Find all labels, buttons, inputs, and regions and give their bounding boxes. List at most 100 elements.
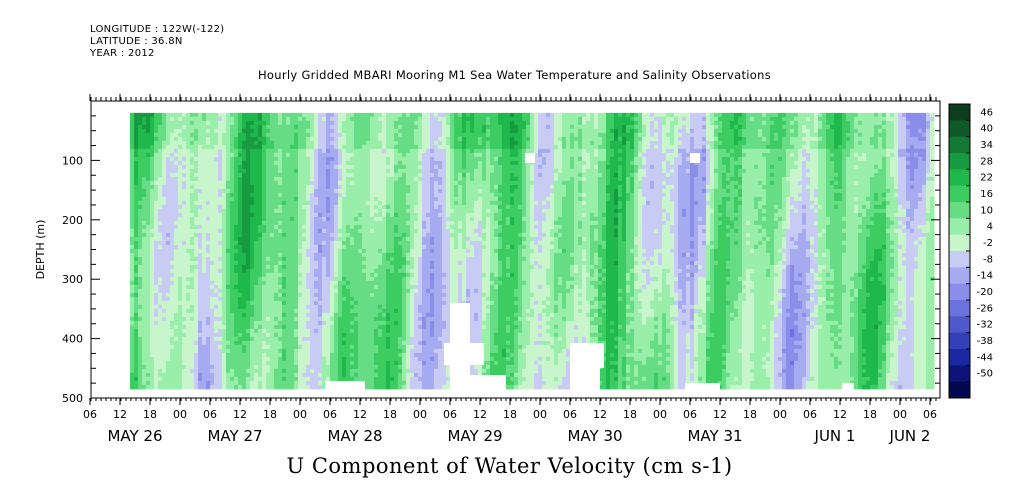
field-cell: [354, 208, 359, 214]
field-cell: [166, 252, 171, 258]
field-cell: [262, 196, 267, 202]
field-cell: [326, 152, 331, 158]
field-cell: [326, 312, 331, 318]
field-cell: [182, 260, 187, 266]
field-cell: [302, 272, 307, 278]
field-cell: [354, 248, 359, 254]
field-cell: [302, 220, 307, 226]
field-cell: [226, 356, 231, 362]
field-cell: [154, 124, 159, 130]
field-cell: [258, 120, 263, 126]
field-cell: [242, 184, 247, 190]
field-cell: [142, 380, 147, 386]
field-cell: [406, 200, 411, 206]
field-cell: [358, 160, 363, 166]
field-cell: [134, 204, 139, 210]
field-cell: [378, 168, 383, 174]
field-cell: [134, 184, 139, 190]
field-cell: [346, 304, 351, 310]
field-cell: [182, 128, 187, 134]
field-cell: [202, 268, 207, 274]
field-cell: [278, 320, 283, 326]
field-cell: [174, 284, 179, 290]
field-cell: [230, 188, 235, 194]
field-cell: [274, 140, 279, 146]
field-cell: [250, 384, 255, 390]
field-cell: [370, 152, 375, 158]
field-cell: [262, 160, 267, 166]
field-cell: [162, 228, 167, 234]
field-cell: [286, 256, 291, 262]
field-cell: [190, 324, 195, 330]
field-cell: [414, 228, 419, 234]
field-cell: [154, 272, 159, 278]
field-cell: [410, 204, 415, 210]
field-cell: [270, 356, 275, 362]
field-cell: [334, 240, 339, 246]
field-cell: [306, 168, 311, 174]
field-cell: [218, 336, 223, 342]
field-cell: [158, 220, 163, 226]
field-cell: [226, 332, 231, 338]
field-cell: [186, 344, 191, 350]
field-cell: [242, 372, 247, 378]
field-cell: [298, 156, 303, 162]
field-cell: [190, 220, 195, 226]
field-cell: [150, 116, 155, 122]
field-cell: [402, 196, 407, 202]
field-cell: [250, 208, 255, 214]
field-cell: [382, 336, 387, 342]
field-cell: [342, 136, 347, 142]
field-cell: [366, 356, 371, 362]
field-cell: [194, 204, 199, 210]
field-cell: [210, 248, 215, 254]
field-cell: [342, 372, 347, 378]
field-cell: [158, 284, 163, 290]
field-cell: [210, 276, 215, 282]
field-cell: [234, 260, 239, 266]
field-cell: [270, 116, 275, 122]
field-cell: [382, 272, 387, 278]
field-cell: [314, 324, 319, 330]
field-cell: [238, 384, 243, 390]
field-cell: [338, 112, 343, 118]
field-cell: [386, 164, 391, 170]
field-cell: [242, 356, 247, 362]
field-cell: [322, 144, 327, 150]
field-cell: [250, 304, 255, 310]
field-cell: [174, 212, 179, 218]
field-cell: [206, 316, 211, 322]
field-cell: [146, 144, 151, 150]
field-cell: [314, 268, 319, 274]
field-cell: [186, 140, 191, 146]
field-cell: [374, 180, 379, 186]
field-cell: [202, 344, 207, 350]
field-cell: [210, 200, 215, 206]
field-cell: [386, 320, 391, 326]
field-cell: [230, 380, 235, 386]
field-cell: [150, 156, 155, 162]
field-cell: [374, 272, 379, 278]
field-cell: [134, 268, 139, 274]
field-cell: [398, 124, 403, 130]
field-cell: [162, 152, 167, 158]
field-cell: [390, 192, 395, 198]
field-cell: [166, 284, 171, 290]
field-cell: [194, 264, 199, 270]
field-cell: [406, 172, 411, 178]
field-cell: [258, 192, 263, 198]
field-cell: [374, 352, 379, 358]
field-cell: [290, 264, 295, 270]
field-cell: [382, 184, 387, 190]
field-cell: [418, 196, 423, 202]
field-cell: [166, 224, 171, 230]
field-cell: [342, 144, 347, 150]
field-cell: [234, 132, 239, 138]
field-cell: [390, 300, 395, 306]
field-cell: [262, 156, 267, 162]
field-cell: [254, 132, 259, 138]
field-cell: [390, 332, 395, 338]
field-cell: [238, 180, 243, 186]
field-cell: [170, 164, 175, 170]
field-cell: [386, 296, 391, 302]
